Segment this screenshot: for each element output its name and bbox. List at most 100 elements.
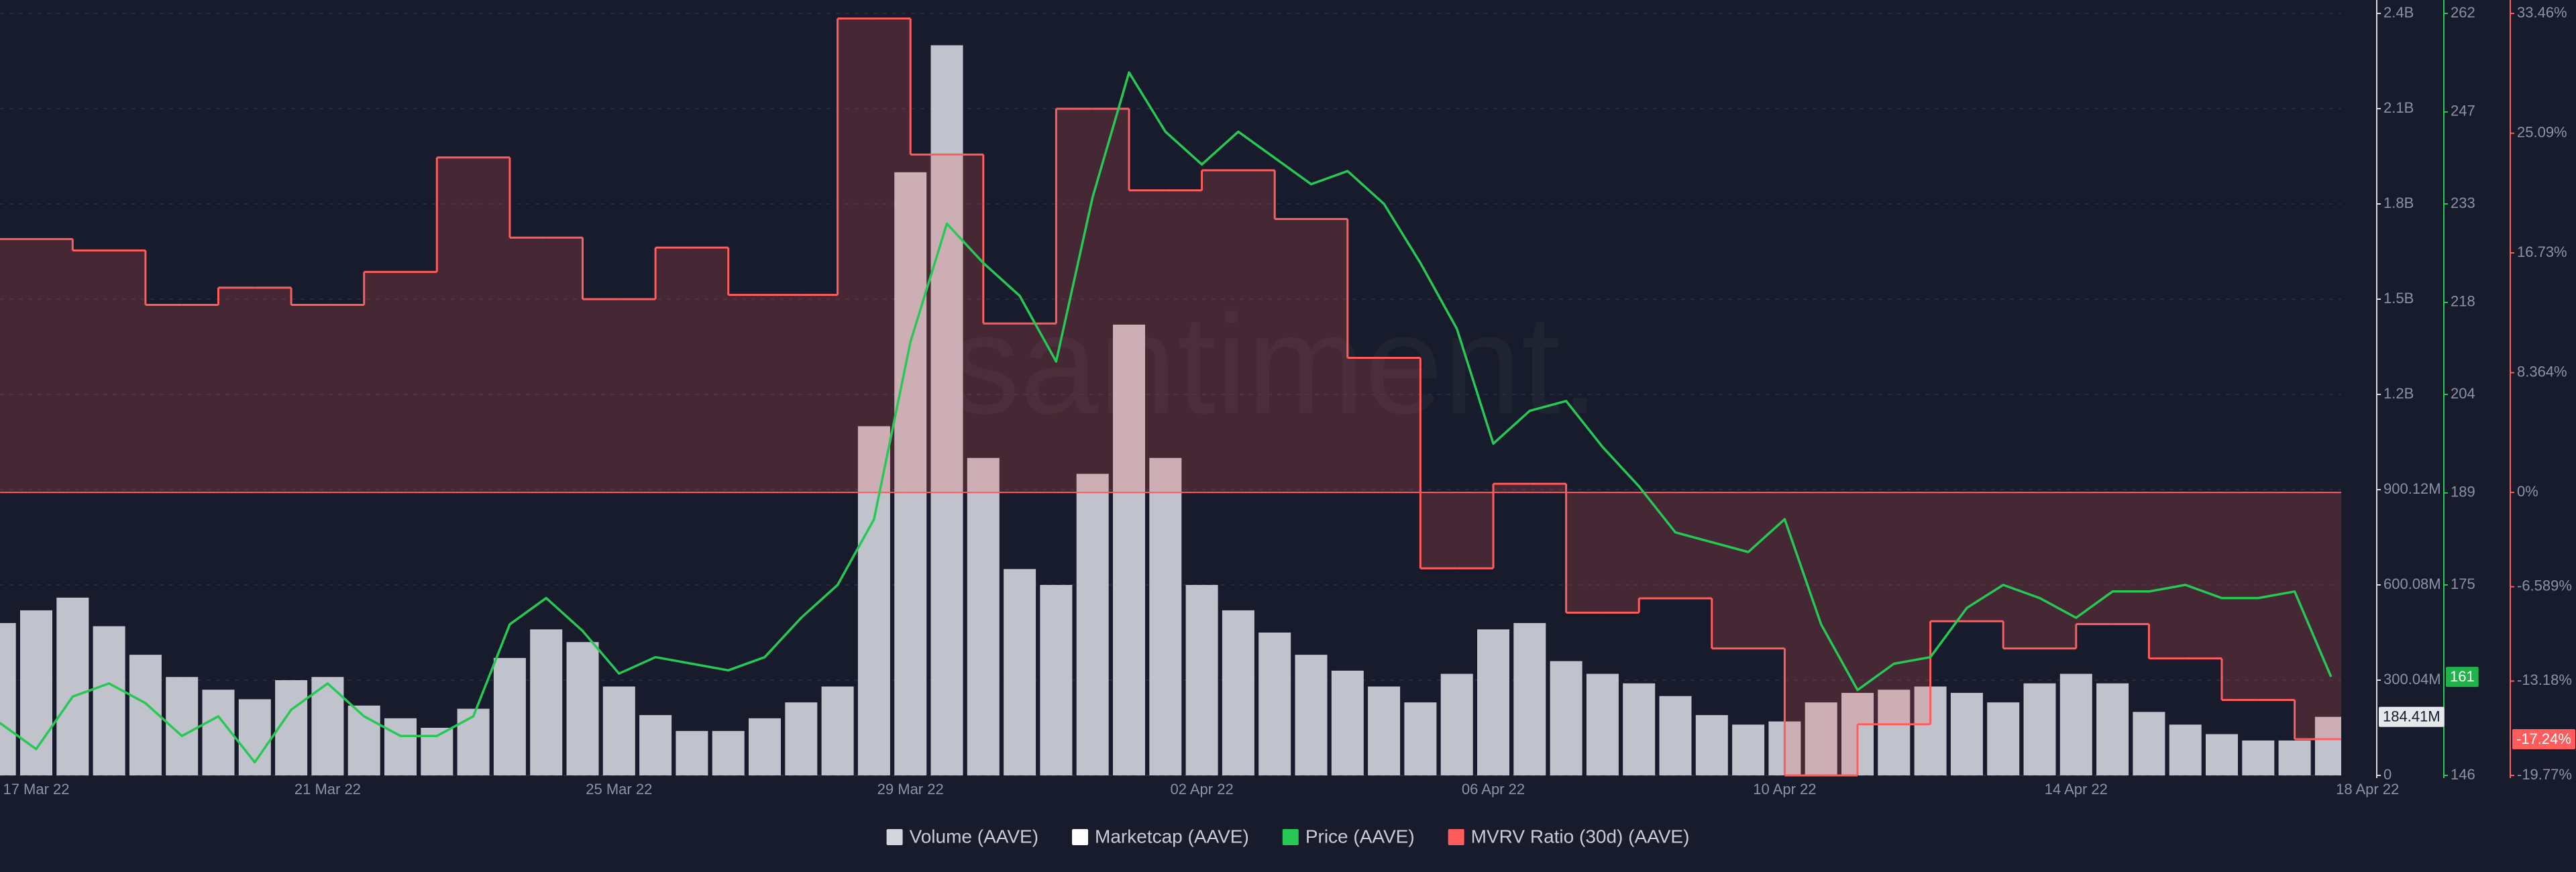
legend-swatch (1072, 829, 1089, 845)
volume-bar (2278, 740, 2311, 775)
mvrv-area (2222, 492, 2259, 700)
mvrv-area (1456, 492, 1493, 569)
legend-swatch (886, 829, 903, 845)
mvrv-area (873, 18, 911, 493)
x-tick-label: 25 Mar 22 (586, 781, 652, 798)
y-tick-label: 1.8B (2383, 195, 2414, 211)
y-tick-label: 0% (2517, 483, 2538, 500)
volume-bar (930, 45, 963, 775)
mvrv-area (692, 248, 729, 493)
volume-bar (129, 655, 162, 775)
volume-bar (1513, 622, 1546, 775)
volume-bar (1732, 724, 1765, 775)
volume-bar (676, 730, 708, 775)
mvrv-area (728, 294, 765, 493)
volume-bar (1258, 633, 1291, 775)
price-line (0, 71, 2332, 764)
mvrv-area (1238, 170, 1275, 493)
volume-bar (93, 626, 125, 775)
plot-area (0, 13, 2341, 777)
mvrv-area (1894, 492, 1931, 724)
mvrv-area (983, 323, 1020, 493)
volume-bar (1076, 474, 1109, 775)
volume-bar (2059, 673, 2092, 775)
volume-bar (1440, 673, 1473, 775)
mvrv-area (327, 305, 364, 493)
mvrv-area (364, 272, 400, 493)
y-tick-label: 1.5B (2383, 290, 2414, 307)
volume-bar (20, 610, 52, 775)
legend-label: Price (AAVE) (1305, 826, 1415, 847)
mvrv-area (1566, 492, 1603, 613)
mvrv-area (473, 157, 510, 493)
legend-swatch (1282, 829, 1299, 845)
volume-bar (1113, 324, 1145, 775)
x-tick-label: 14 Apr 22 (2045, 781, 2108, 798)
volume-bar (1550, 661, 1582, 775)
legend-label: MVRV Ratio (30d) (AAVE) (1471, 826, 1690, 847)
mvrv-area (1602, 492, 1640, 613)
volume-bar (56, 597, 89, 775)
current-value-label: -17.24% (2516, 730, 2571, 747)
mvrv-area (182, 305, 219, 493)
volume-bar (202, 690, 235, 775)
volume-bar (457, 708, 490, 775)
mvrv-area (619, 298, 656, 493)
mvrv-area (400, 272, 437, 493)
mvrv-area (1056, 109, 1093, 493)
volume-bar (894, 172, 927, 775)
volume-bar (602, 686, 635, 775)
y-tick-label: 16.73% (2517, 243, 2567, 260)
mvrv-area (1020, 323, 1057, 493)
mvrv-area (546, 237, 583, 493)
y-tick-label: 218 (2451, 293, 2475, 310)
y-tick-label: -19.77% (2517, 766, 2572, 783)
mvrv-area (145, 305, 182, 493)
x-tick-label: 21 Mar 22 (294, 781, 361, 798)
mvrv-area (437, 157, 474, 493)
mvrv-area (0, 239, 36, 493)
volume-bar (1987, 702, 2020, 775)
mvrv-area (1129, 190, 1166, 493)
mvrv-area (1966, 492, 2004, 622)
volume-bar (1295, 655, 1328, 775)
y-tick-label: 233 (2451, 195, 2475, 211)
mvrv-area (1347, 358, 1385, 493)
y-tick-label: 600.08M (2383, 576, 2441, 592)
volume-bar (1878, 690, 1911, 775)
volume-bar (2096, 683, 2129, 775)
volume-bar (821, 686, 854, 775)
mvrv-area (1420, 492, 1457, 569)
volume-bar (1004, 569, 1036, 775)
volume-bar (712, 730, 745, 775)
current-value-tag (2379, 706, 2445, 727)
volume-bar (1659, 696, 1692, 775)
volume-bar (2133, 712, 2165, 775)
y-tick-label: 2.4B (2383, 4, 2414, 21)
mvrv-area (1675, 492, 1712, 599)
mvrv-area (72, 250, 109, 493)
y-tick-label: 25.09% (2517, 123, 2567, 140)
y-tick-label: 247 (2451, 103, 2475, 119)
y-tick-label: 900.12M (2383, 480, 2441, 497)
x-tick-label: 29 Mar 22 (877, 781, 944, 798)
volume-bar (530, 629, 563, 775)
y-tick-label: 0 (2383, 766, 2392, 783)
volume-bar (749, 718, 781, 775)
volume-bar (857, 426, 890, 775)
mvrv-area (1165, 190, 1202, 493)
mvrv-area (947, 154, 983, 493)
volume-bar (2169, 724, 2202, 775)
current-value-label: 184.41M (2383, 708, 2440, 725)
volume-bar (238, 699, 271, 775)
mvrv-area (509, 237, 547, 493)
mvrv-area (2185, 492, 2222, 659)
x-tick-label: 10 Apr 22 (1753, 781, 1816, 798)
volume-bar (967, 457, 1000, 775)
x-tick-label: 17 Mar 22 (3, 781, 69, 798)
x-tick-label: 02 Apr 22 (1171, 781, 1234, 798)
mvrv-area (582, 298, 619, 493)
current-value-tag (2446, 667, 2479, 688)
y-tick-label: 146 (2451, 766, 2475, 783)
